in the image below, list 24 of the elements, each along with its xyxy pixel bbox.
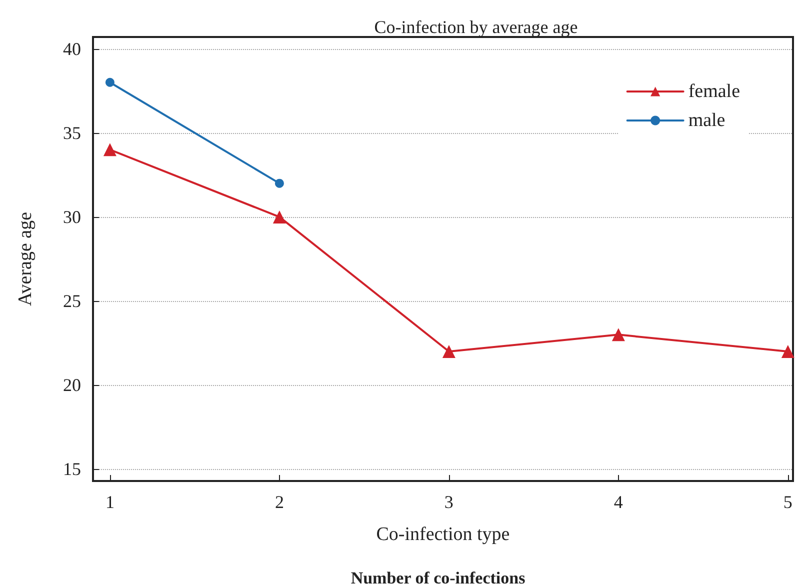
point (274, 178, 284, 188)
y-tick-label: 30 (63, 206, 81, 227)
x-tick-label: 3 (444, 492, 454, 512)
x-tick-label: 1 (105, 492, 114, 512)
y-tick-label: 15 (63, 459, 81, 480)
chart-title: Co-infection by average age (374, 17, 578, 37)
point (103, 143, 116, 156)
point (442, 345, 456, 358)
point (105, 78, 114, 87)
legend-label: male (688, 110, 726, 131)
y-tick-label: 25 (63, 291, 81, 312)
point (612, 328, 625, 342)
y-axis-title: Average age (15, 212, 36, 306)
x-tick-label: 5 (783, 492, 792, 512)
legend-label: female (688, 81, 740, 102)
x-tick-label: 2 (274, 492, 284, 512)
y-tick-label: 20 (63, 375, 81, 396)
y-tick-label: 40 (63, 38, 81, 59)
point (272, 210, 286, 224)
text: Number of co-infections (350, 568, 526, 588)
x-tick-label: 4 (614, 492, 623, 512)
x-axis-title: Co-infection type (376, 524, 510, 545)
point (781, 345, 794, 358)
y-tick-label: 35 (63, 122, 81, 143)
